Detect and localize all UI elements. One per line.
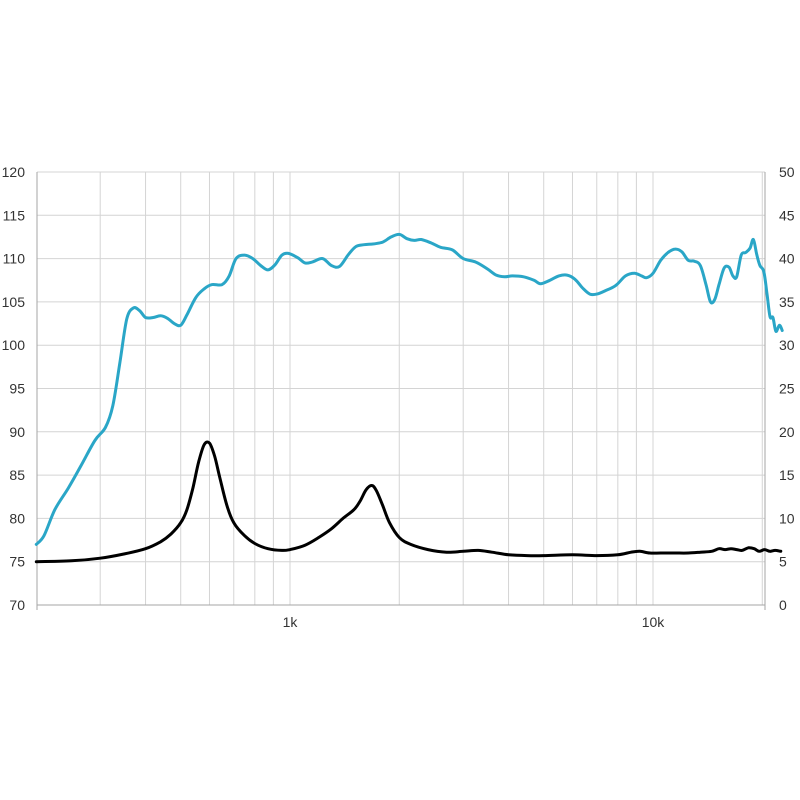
left-tick-label: 75 xyxy=(9,554,25,570)
right-tick-label: 40 xyxy=(779,251,795,267)
right-tick-label: 30 xyxy=(779,337,795,353)
right-tick-label: 15 xyxy=(779,467,795,483)
left-axis-ticks: 70 75 80 85 90 95 100 105 110 115 120 xyxy=(2,164,26,613)
left-tick-label: 95 xyxy=(9,381,25,397)
grid xyxy=(37,171,765,606)
left-tick-label: 85 xyxy=(9,467,25,483)
right-tick-label: 50 xyxy=(779,164,795,180)
left-tick-label: 120 xyxy=(2,164,26,180)
right-tick-label: 35 xyxy=(779,294,795,310)
left-tick-label: 70 xyxy=(9,597,25,613)
x-tick-label: 1k xyxy=(283,614,299,630)
left-tick-label: 80 xyxy=(9,510,25,526)
series xyxy=(34,232,784,564)
right-tick-label: 5 xyxy=(779,554,787,570)
right-tick-label: 10 xyxy=(779,510,795,526)
right-tick-label: 20 xyxy=(779,424,795,440)
spl-series-line xyxy=(34,232,784,546)
left-tick-label: 105 xyxy=(2,294,26,310)
x-axis-ticks: 1k 10k xyxy=(283,614,666,630)
left-tick-label: 115 xyxy=(3,207,26,223)
left-tick-label: 110 xyxy=(3,251,26,267)
right-axis-ticks: 0 5 10 15 20 25 30 35 40 45 50 xyxy=(779,164,795,613)
axes xyxy=(36,172,766,610)
right-tick-label: 25 xyxy=(779,381,795,397)
x-tick-label: 10k xyxy=(642,614,666,630)
right-tick-label: 0 xyxy=(779,597,787,613)
right-tick-label: 45 xyxy=(779,207,795,223)
impedance-series-line xyxy=(34,440,783,564)
left-tick-label: 100 xyxy=(2,337,26,353)
left-tick-label: 90 xyxy=(9,424,25,440)
